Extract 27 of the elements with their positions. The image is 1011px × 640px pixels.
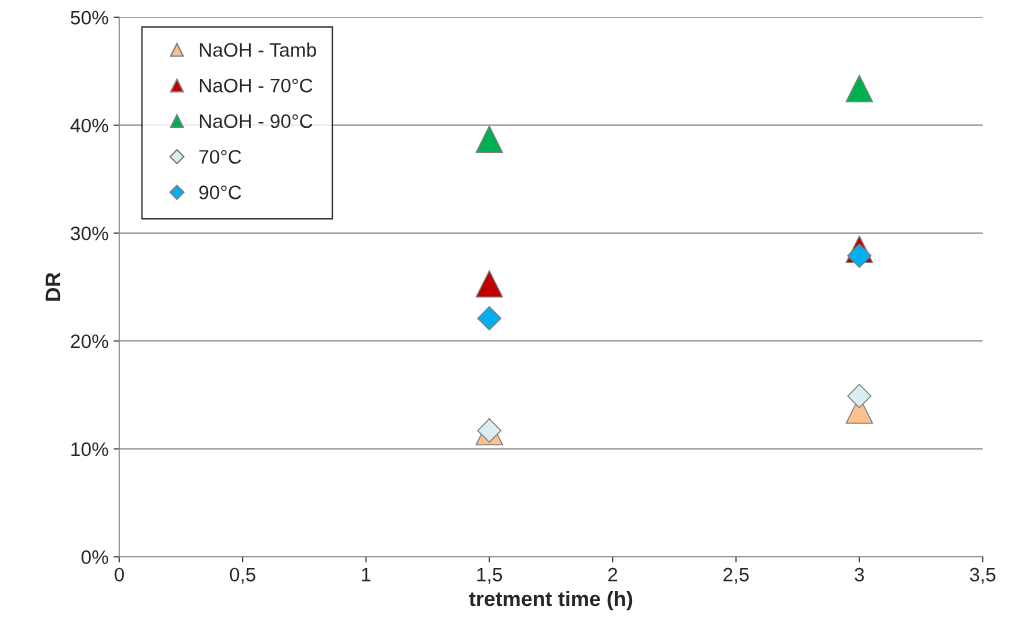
y-tick-label: 20% [70,334,109,349]
y-tick-label: 30% [70,226,109,241]
point [845,74,874,103]
legend-label: NaOH - Tamb [199,42,317,57]
point [477,306,502,331]
x-tick-label: 0,5 [229,567,256,584]
point [847,243,872,268]
legend-label: NaOH - 90°C [199,114,313,129]
legend-label: 70°C [199,149,242,164]
x-tick-label: 1 [362,567,371,582]
x-axis-title: tretment time (h) [469,590,633,611]
x-tick-label: 3,5 [969,567,996,584]
legend-label: 90°C [199,185,242,200]
point [475,125,504,153]
x-tick-label: 0 [114,567,124,582]
y-tick-label: 40% [70,118,109,133]
x-tick-label: 3 [854,567,864,582]
x-tick-label: 2 [608,567,618,582]
point [847,383,872,409]
x-tick-label: 2,5 [723,567,749,584]
y-tick-label: 0% [81,550,109,565]
x-tick-label: 1,5 [477,567,503,584]
legend-label: NaOH - 70°C [199,78,313,93]
y-tick-label: 50% [70,10,109,25]
y-tick-label: 10% [71,442,109,457]
point [475,270,504,298]
y-axis-title: DR [45,272,61,301]
